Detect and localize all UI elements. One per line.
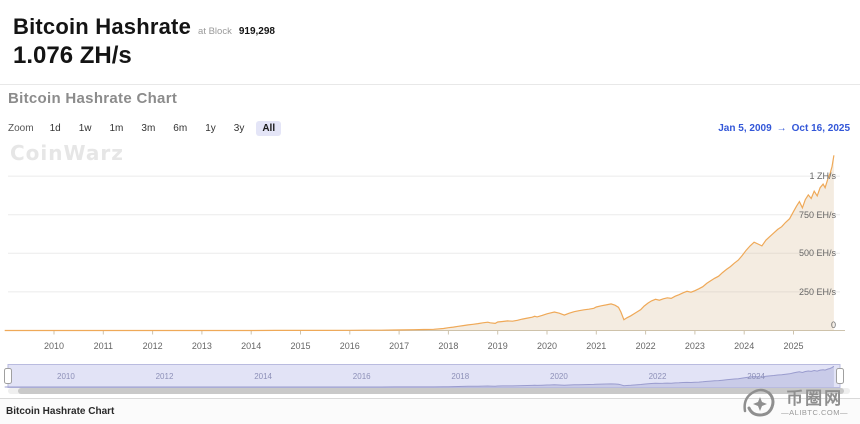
- x-axis-label: 2012: [142, 341, 163, 351]
- zoom-range-1w[interactable]: 1w: [78, 122, 92, 134]
- y-axis-label: 250 EH/s: [798, 286, 836, 297]
- x-axis-label: 2010: [43, 341, 65, 351]
- x-axis-label: 2023: [684, 341, 705, 351]
- navigator-year-label: 2016: [352, 372, 371, 381]
- zoom-range-all[interactable]: All: [256, 120, 282, 136]
- site-name-cn: 币圈网: [786, 389, 844, 408]
- x-axis-label: 2024: [734, 341, 755, 351]
- zoom-label: Zoom: [8, 122, 34, 134]
- y-axis-label: 750 EH/s: [798, 209, 836, 220]
- page-footer: Bitcoin Hashrate Chart: [0, 398, 860, 424]
- zoom-range-3m[interactable]: 3m: [141, 122, 156, 134]
- site-logo-icon: [743, 388, 775, 417]
- x-axis-label: 2011: [93, 341, 113, 351]
- navigator-handle-right[interactable]: [836, 368, 844, 384]
- navigator-year-label: 2012: [155, 372, 174, 381]
- date-from-input[interactable]: Jan 5, 2009: [718, 122, 772, 134]
- chart-scrollbar-track[interactable]: [8, 388, 850, 394]
- x-axis-label: 2025: [783, 341, 804, 351]
- navigator-handle-left[interactable]: [4, 368, 12, 384]
- zoom-range-buttons: 1d 1w 1m 3m 6m 1y 3y All: [44, 120, 282, 136]
- at-block-label: at Block: [198, 26, 232, 37]
- navigator-year-label: 2018: [451, 372, 470, 381]
- hashrate-area-chart[interactable]: [0, 138, 860, 340]
- navigator-year-label: 2014: [254, 372, 272, 381]
- chart-scrollbar-thumb[interactable]: [18, 388, 844, 394]
- current-hashrate-value: 1.076 ZH/s: [13, 42, 132, 69]
- y-axis-label: 1 ZH/s: [809, 171, 836, 182]
- page-title: Bitcoin Hashrate: [13, 14, 192, 39]
- page-header: Bitcoin Hashrate at Block 919,298 1.076 …: [0, 0, 860, 85]
- footer-chart-title: Bitcoin Hashrate Chart: [6, 406, 115, 417]
- x-axis-label: 2021: [586, 341, 607, 351]
- x-axis-label: 2013: [191, 341, 212, 351]
- x-axis-label: 2019: [487, 341, 508, 351]
- chart-section-heading: Bitcoin Hashrate Chart: [8, 90, 178, 107]
- arrow-right-icon: →: [776, 122, 787, 134]
- date-to-input[interactable]: Oct 16, 2025: [791, 122, 850, 134]
- zoom-range-3y[interactable]: 3y: [233, 122, 245, 134]
- x-axis-label: 2014: [241, 341, 262, 351]
- zoom-range-1y[interactable]: 1y: [205, 122, 216, 134]
- chart-navigator[interactable]: [0, 364, 860, 390]
- zoom-range-1m[interactable]: 1m: [109, 122, 124, 134]
- navigator-year-label: 2010: [57, 372, 75, 381]
- site-url: —ALIBTC.COM—: [781, 408, 848, 417]
- x-axis-label: 2017: [389, 341, 410, 351]
- header-title-row: Bitcoin Hashrate at Block 919,298: [13, 14, 275, 40]
- chart-toolbar: Zoom 1d 1w 1m 3m 6m 1y 3y All Jan 5, 2009 → Oct…: [8, 118, 850, 138]
- y-axis-label: 0: [830, 319, 836, 330]
- date-range: Jan 5, 2009 → Oct 16, 2025: [718, 123, 850, 134]
- x-axis-label: 2022: [635, 341, 656, 351]
- coinwarz-watermark: CoinWarz: [10, 141, 124, 165]
- navigator-year-label: 2020: [550, 372, 568, 381]
- x-axis-label: 2016: [339, 341, 360, 351]
- x-axis-label: 2015: [290, 341, 311, 351]
- navigator-year-label: 2024: [747, 372, 765, 381]
- x-axis-label: 2020: [536, 341, 558, 351]
- y-axis-label: 500 EH/s: [798, 248, 836, 259]
- zoom-range-6m[interactable]: 6m: [173, 122, 188, 134]
- site-watermark: 币圈网 —ALIBTC.COM—: [741, 385, 848, 421]
- x-axis-label: 2018: [438, 341, 459, 351]
- navigator-year-label: 2022: [648, 372, 667, 381]
- block-number: 919,298: [238, 26, 275, 37]
- zoom-range-1d[interactable]: 1d: [49, 122, 61, 134]
